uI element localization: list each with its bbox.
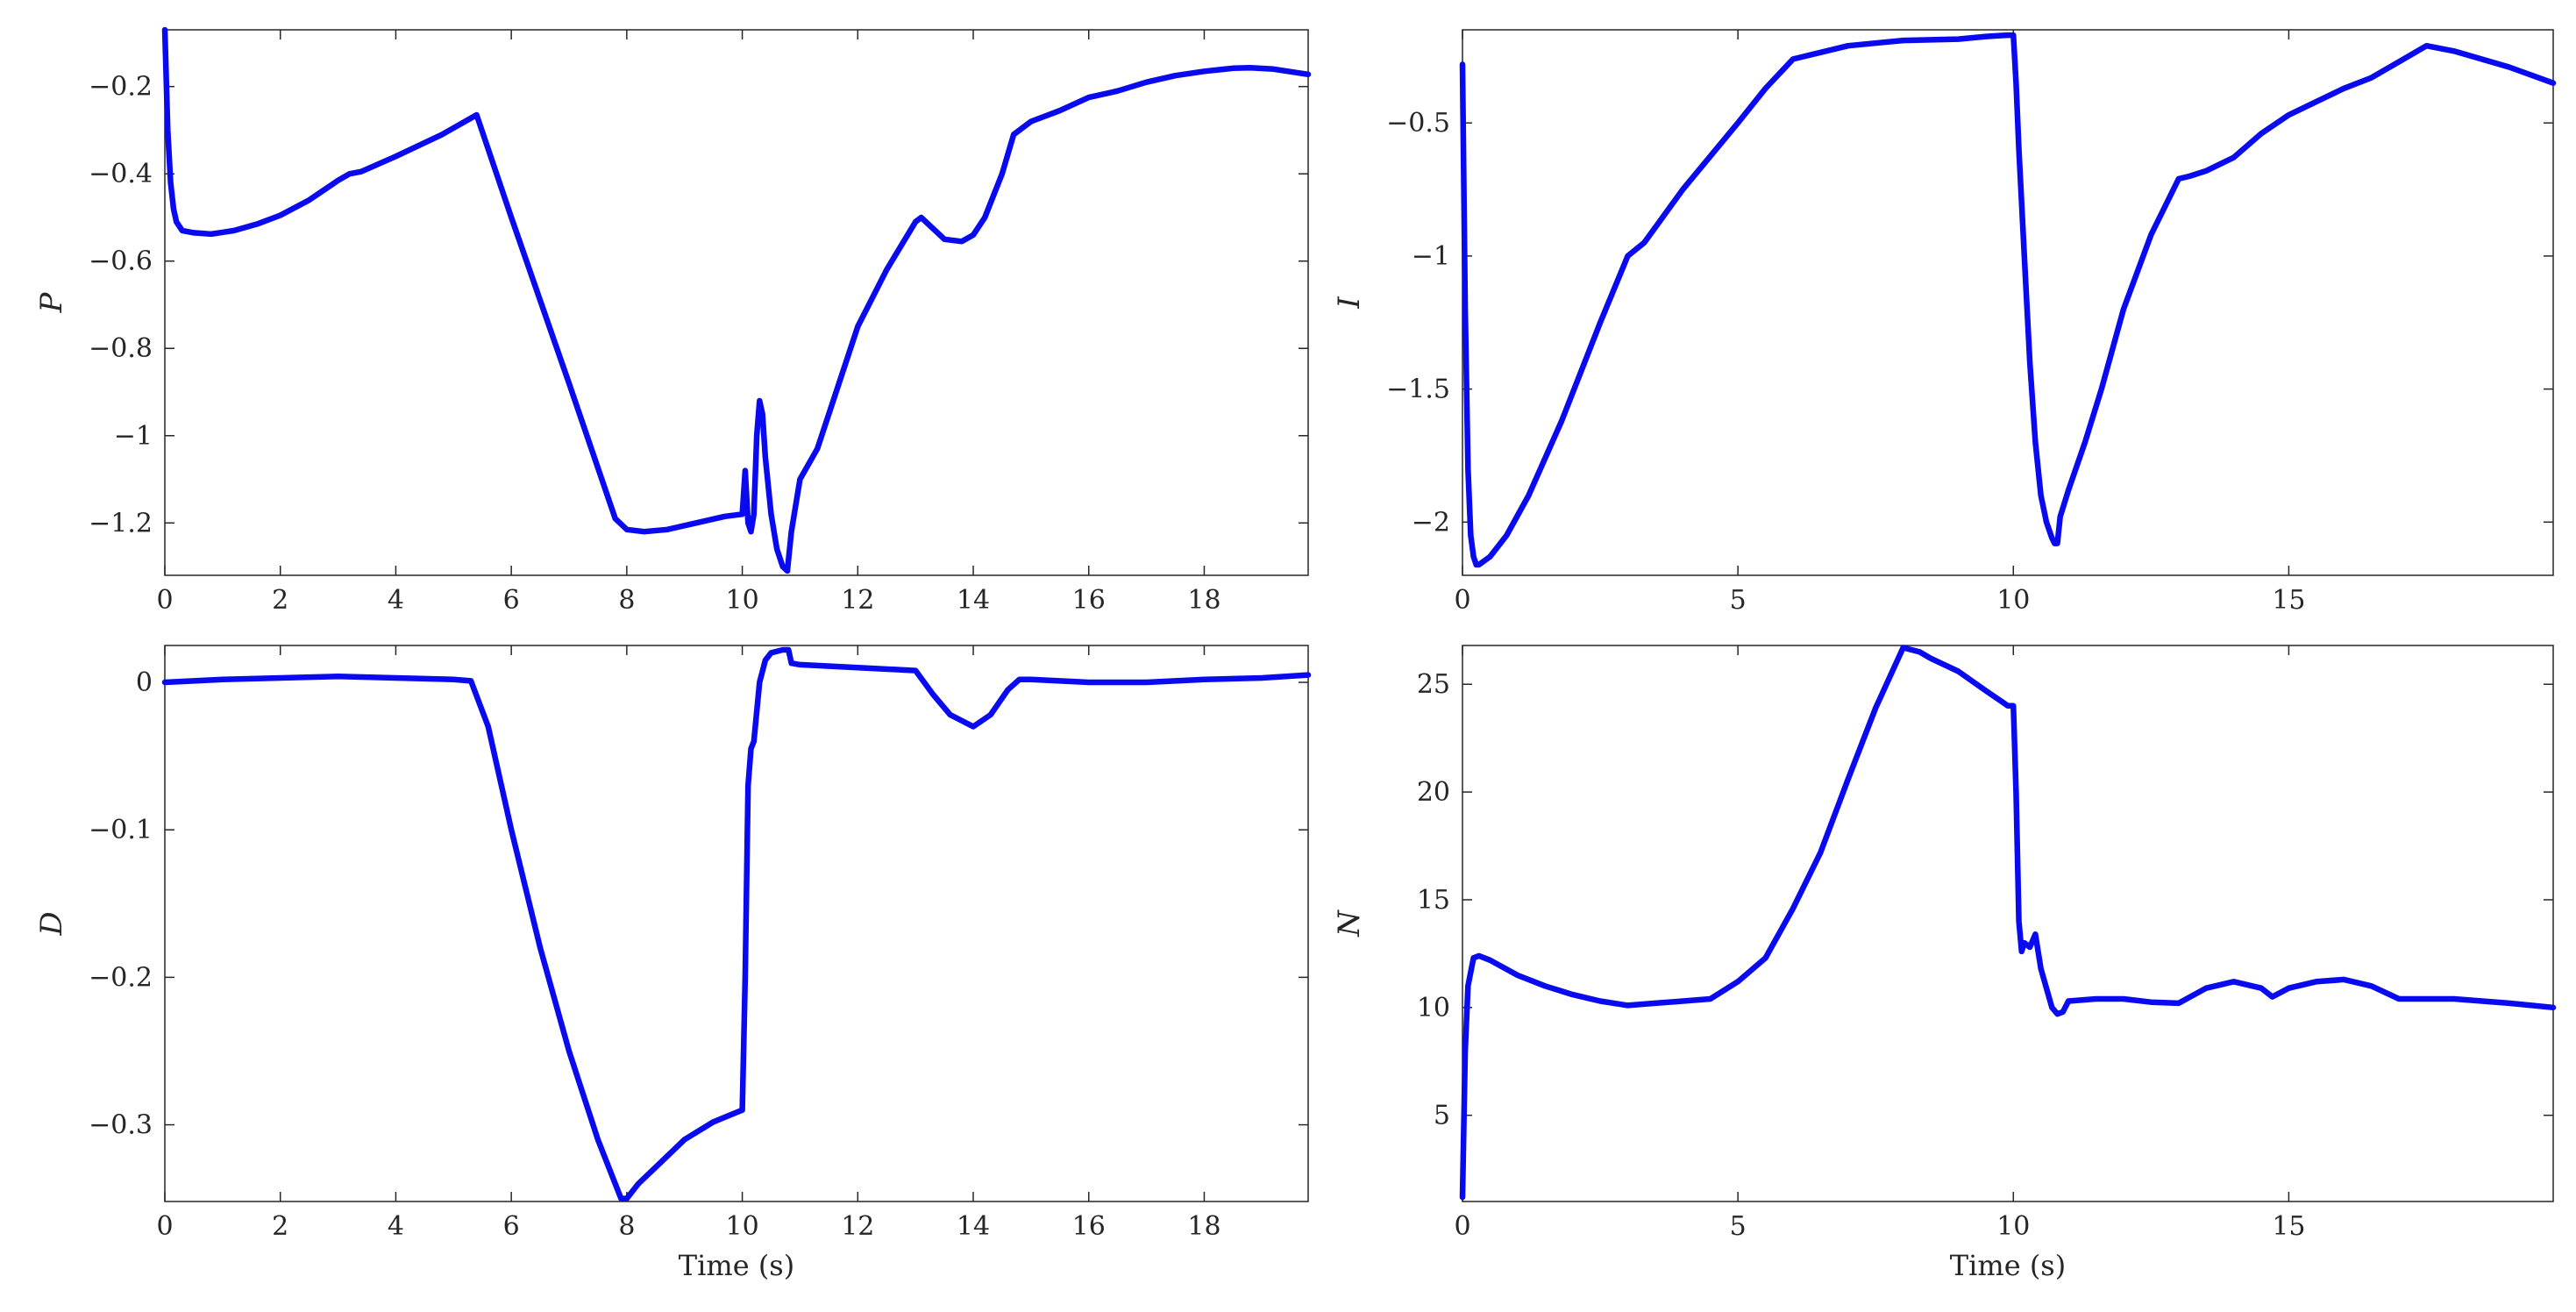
- x-tick-label: 4: [388, 1211, 404, 1242]
- x-axis-ticks: 0 5 10 15: [1454, 645, 2306, 1242]
- y-tick-label: −0.2: [89, 962, 153, 993]
- x-tick-label: 8: [618, 585, 635, 616]
- x-tick-label: 5: [1730, 585, 1747, 616]
- y-tick-label: −1: [114, 421, 153, 452]
- y-axis-label: N: [1332, 909, 1367, 938]
- y-tick-label: 20: [1417, 777, 1450, 808]
- y-tick-label: −0.8: [89, 333, 153, 364]
- y-tick-label: −1.5: [1386, 374, 1450, 405]
- y-tick-label: −1.2: [89, 508, 153, 538]
- axes-box: [1462, 645, 2554, 1202]
- x-tick-label: 4: [388, 585, 404, 616]
- x-axis-ticks: 0 2 4 6 8 10 12 14 16 18: [156, 645, 1221, 1242]
- subplot-p: 0 2 4 6 8 10 12 14 16 18 −0.2 −0.4 −0.6 −0.8 −1 −1.2 P: [34, 26, 1312, 616]
- x-tick-label: 10: [725, 1211, 758, 1242]
- x-tick-label: 10: [1996, 585, 2030, 616]
- y-tick-label: 15: [1417, 885, 1450, 916]
- y-axis-ticks: 5 10 15 20 25: [1417, 669, 2553, 1131]
- y-tick-label: −0.3: [89, 1110, 153, 1141]
- y-tick-label: −2: [1412, 507, 1450, 538]
- x-axis-label: Time (s): [1950, 1249, 2066, 1282]
- y-tick-label: −0.4: [89, 159, 153, 189]
- axes-box: [164, 645, 1309, 1202]
- y-axis-ticks: −0.5 −1 −1.5 −2: [1386, 108, 2553, 538]
- x-tick-label: 18: [1187, 1211, 1220, 1242]
- series-line-i: [1459, 32, 2557, 568]
- y-tick-label: −0.5: [1386, 108, 1450, 139]
- x-tick-label: 12: [841, 585, 874, 616]
- subplot-d: 0 2 4 6 8 10 12 14 16 18 0 −0.1 −0.2 −0.3 D Time (s): [34, 645, 1312, 1282]
- x-tick-label: 14: [957, 585, 990, 616]
- x-tick-label: 15: [2272, 1211, 2305, 1242]
- y-tick-label: −0.2: [89, 72, 153, 103]
- y-tick-label: −0.6: [89, 246, 153, 277]
- axes-box: [164, 29, 1309, 576]
- x-tick-label: 16: [1072, 1211, 1106, 1242]
- x-axis-ticks: 0 2 4 6 8 10 12 14 16 18: [156, 30, 1221, 616]
- x-axis-ticks: 0 5 10 15: [1454, 30, 2306, 616]
- x-tick-label: 10: [725, 585, 758, 616]
- y-axis-label: D: [34, 911, 69, 936]
- x-tick-label: 0: [1454, 585, 1470, 616]
- x-tick-label: 2: [272, 1211, 288, 1242]
- x-tick-label: 18: [1187, 585, 1220, 616]
- x-tick-label: 15: [2272, 585, 2305, 616]
- y-axis-label: I: [1332, 296, 1367, 310]
- axes-box: [1462, 29, 2554, 576]
- x-tick-label: 2: [272, 585, 288, 616]
- series-line-n: [1459, 645, 2557, 1201]
- y-tick-label: −0.1: [89, 815, 153, 845]
- x-tick-label: 10: [1996, 1211, 2030, 1242]
- series-line-p: [161, 26, 1312, 574]
- x-tick-label: 6: [503, 1211, 520, 1242]
- y-tick-label: 5: [1434, 1101, 1450, 1131]
- x-tick-label: 0: [156, 1211, 173, 1242]
- x-tick-label: 0: [1454, 1211, 1470, 1242]
- x-tick-label: 0: [156, 585, 173, 616]
- y-tick-label: 25: [1417, 669, 1450, 700]
- x-tick-label: 16: [1072, 585, 1106, 616]
- x-tick-label: 14: [957, 1211, 990, 1242]
- y-tick-label: −1: [1412, 241, 1450, 272]
- y-axis-label: P: [34, 291, 69, 313]
- x-tick-label: 12: [841, 1211, 874, 1242]
- x-tick-label: 8: [618, 1211, 635, 1242]
- subplot-i: 0 5 10 15 −0.5 −1 −1.5 −2 I: [1332, 29, 2557, 616]
- x-axis-label: Time (s): [679, 1249, 794, 1282]
- x-tick-label: 5: [1730, 1211, 1747, 1242]
- y-tick-label: 0: [136, 667, 153, 698]
- y-axis-ticks: −0.2 −0.4 −0.6 −0.8 −1 −1.2: [89, 72, 1308, 538]
- y-tick-label: 10: [1417, 993, 1450, 1023]
- x-tick-label: 6: [503, 585, 520, 616]
- series-line-d: [161, 646, 1312, 1201]
- y-axis-ticks: 0 −0.1 −0.2 −0.3: [89, 667, 1308, 1141]
- subplot-n: 0 5 10 15 5 10 15 20 25 N Time (s): [1332, 645, 2557, 1282]
